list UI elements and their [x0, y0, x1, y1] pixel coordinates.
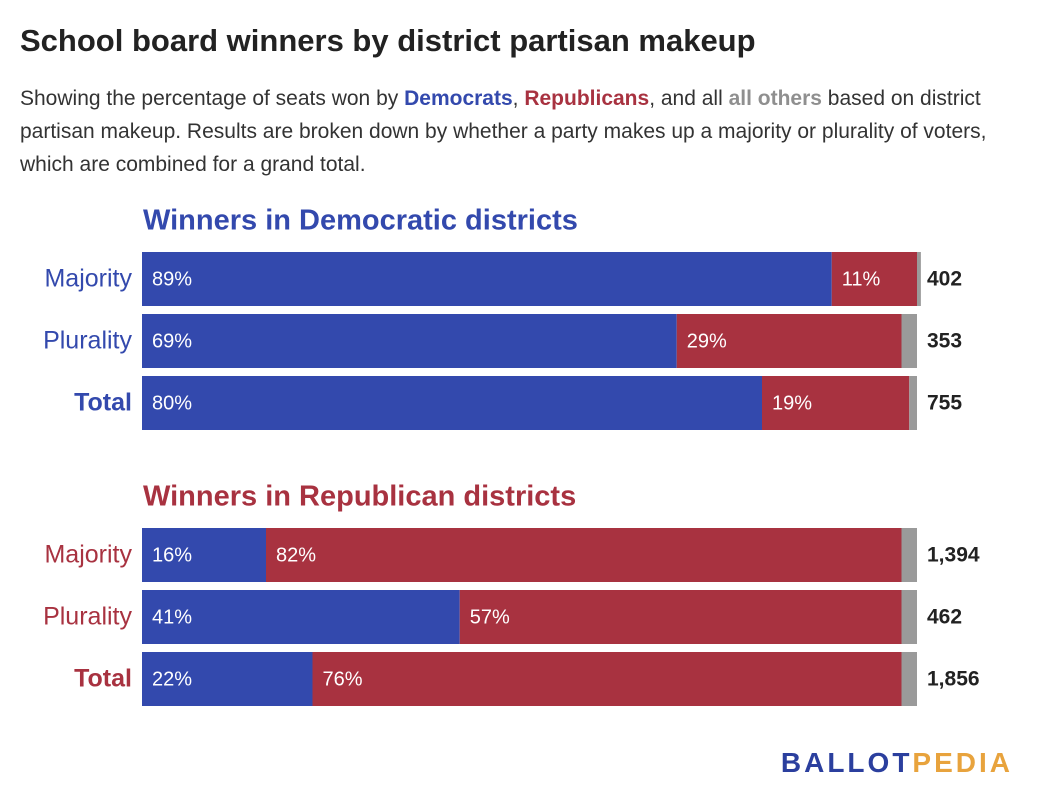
- value-label: 57%: [470, 606, 510, 628]
- category-label: Majority: [44, 541, 132, 569]
- logo: BALLOTPEDIA: [781, 747, 1013, 778]
- bar-segment: [142, 528, 266, 582]
- value-label: 22%: [152, 668, 192, 690]
- bar-segment: [142, 590, 460, 644]
- total-count: 402: [927, 268, 962, 291]
- panel-title: Winners in Democratic districts: [143, 205, 578, 237]
- bar-segment: [312, 652, 902, 706]
- total-count: 353: [927, 330, 962, 353]
- category-label: Plurality: [43, 327, 132, 355]
- total-count: 462: [927, 606, 962, 629]
- logo-part: BALLOT: [781, 747, 913, 778]
- category-label: Total: [74, 389, 132, 417]
- bar-segment: [676, 314, 902, 368]
- bar-segment: [266, 528, 902, 582]
- total-count: 1,394: [927, 544, 980, 567]
- value-label: 82%: [276, 544, 316, 566]
- subtitle-key: all others: [728, 87, 822, 110]
- value-label: 76%: [323, 668, 363, 690]
- bar-segment: [142, 314, 677, 368]
- bar-segment: [917, 252, 921, 306]
- logo-part: PEDIA: [912, 747, 1013, 778]
- subtitle-key: Republicans: [524, 87, 650, 110]
- category-label: Plurality: [43, 603, 132, 631]
- value-label: 16%: [152, 544, 192, 566]
- bar-segment: [459, 590, 902, 644]
- category-label: Majority: [44, 265, 132, 293]
- subtitle-key: Democrats: [404, 87, 513, 110]
- value-label: 41%: [152, 606, 192, 628]
- bar-segment: [901, 590, 917, 644]
- value-label: 11%: [842, 268, 881, 290]
- subtitle: Showing the percentage of seats won by D…: [20, 82, 1030, 181]
- value-label: 29%: [687, 330, 727, 352]
- subtitle-text: based on district partisan makeup. Resul…: [20, 87, 987, 176]
- value-label: 19%: [772, 392, 812, 414]
- value-label: 80%: [152, 392, 192, 414]
- total-count: 1,856: [927, 668, 980, 691]
- total-count: 755: [927, 392, 962, 415]
- bar-segment: [142, 376, 762, 430]
- bar-segment: [901, 314, 917, 368]
- subtitle-text: , and all: [649, 87, 729, 110]
- bar-segment: [831, 252, 917, 306]
- panel-title: Winners in Republican districts: [143, 481, 576, 513]
- value-label: 69%: [152, 330, 192, 352]
- bar-segment: [762, 376, 910, 430]
- bar-segment: [142, 652, 313, 706]
- category-label: Total: [74, 665, 132, 693]
- chart-title: School board winners by district partisa…: [20, 23, 756, 58]
- bar-segment: [901, 652, 917, 706]
- subtitle-text: ,: [512, 87, 525, 110]
- subtitle-text: Showing the percentage of seats won by: [20, 87, 405, 110]
- bar-segment: [901, 528, 917, 582]
- bar-segment: [909, 376, 917, 430]
- value-label: 89%: [152, 268, 192, 290]
- bar-segment: [142, 252, 832, 306]
